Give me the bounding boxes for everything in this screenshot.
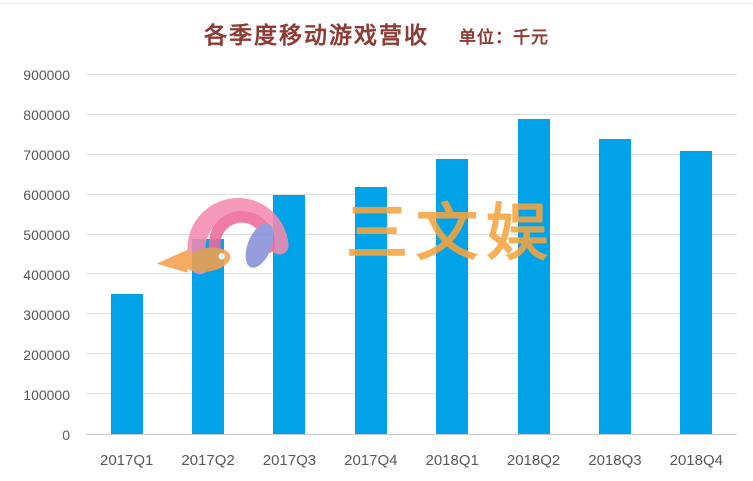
bar-column-2018Q2 (493, 75, 574, 434)
x-tick-label: 2018Q3 (588, 452, 642, 469)
bar-2017Q4 (354, 186, 387, 434)
gridline (86, 313, 737, 315)
x-tick-label: 2018Q2 (506, 452, 561, 469)
gridline (86, 113, 737, 115)
gridline (86, 153, 737, 155)
bar-2018Q4 (680, 150, 713, 434)
y-tick-label: 0 (62, 427, 70, 443)
bar-column-2018Q4 (656, 75, 737, 434)
gridline (86, 233, 737, 235)
bars-row (86, 75, 737, 434)
y-axis: 0 100000 200000 300000 400000 500000 600000 700… (0, 67, 80, 443)
gridline (86, 273, 737, 275)
bar-2018Q2 (517, 118, 550, 434)
gridline (86, 193, 737, 195)
y-tick-label: 300000 (23, 307, 70, 323)
y-tick-label: 800000 (23, 107, 70, 124)
bar-2017Q3 (273, 194, 306, 434)
bar-2017Q2 (192, 238, 225, 434)
y-tick-label: 200000 (23, 347, 70, 364)
y-tick-label: 900000 (23, 67, 70, 83)
x-axis: 2017Q1 2017Q2 2017Q3 2017Q4 2018Q1 2018Q2 2018… (86, 452, 737, 469)
x-tick-label: 2017Q1 (99, 452, 154, 469)
y-tick-label: 700000 (23, 147, 70, 163)
y-tick-label: 500000 (23, 227, 70, 243)
bar-column-2018Q3 (574, 75, 655, 434)
y-tick-label: 400000 (23, 267, 70, 284)
title-row: 各季度移动游戏营收 单位：千元 (0, 16, 753, 50)
x-tick-label: 2017Q4 (344, 452, 398, 469)
bar-column-2018Q1 (412, 75, 493, 434)
bar-2017Q1 (110, 294, 143, 434)
chart-unit-label: 单位：千元 (459, 28, 549, 47)
y-tick-label: 600000 (23, 187, 70, 203)
bar-column-2017Q1 (86, 75, 167, 434)
x-tick-label: 2018Q1 (425, 452, 479, 469)
gridline (86, 74, 737, 75)
bar-column-2017Q4 (330, 75, 411, 434)
y-tick-label: 100000 (23, 387, 70, 404)
bar-2018Q3 (598, 138, 631, 434)
gridline (86, 353, 737, 355)
x-tick-label: 2017Q3 (262, 452, 317, 469)
bar-column-2017Q2 (167, 75, 248, 434)
x-tick-label: 2018Q4 (669, 452, 723, 469)
x-tick-label: 2017Q2 (181, 452, 235, 469)
bar-2018Q1 (436, 158, 469, 434)
top-divider (0, 3, 753, 4)
bar-column-2017Q3 (249, 75, 330, 434)
gridline (86, 393, 737, 395)
plot-area (86, 74, 737, 435)
chart-title: 各季度移动游戏营收 (204, 22, 429, 48)
